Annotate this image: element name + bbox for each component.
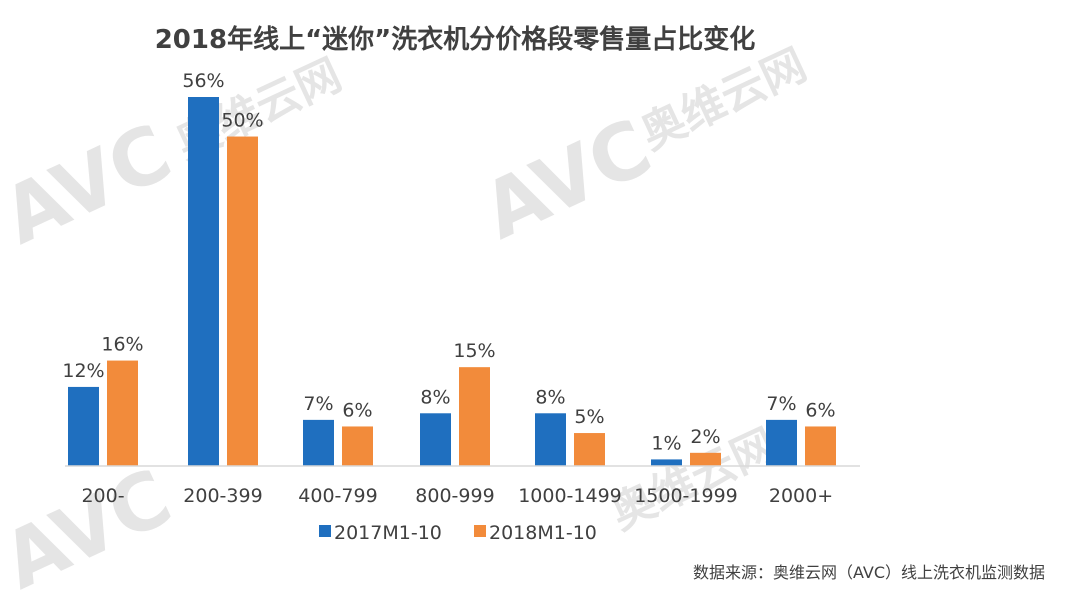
x-tick-200-: 200- [81, 485, 124, 507]
value-label-2017-200-399: 56% [182, 70, 224, 92]
svg-text:AVC: AVC [470, 103, 665, 258]
bar-2017-200- [68, 386, 99, 466]
value-label-2017-2000+: 7% [766, 393, 796, 415]
legend-swatch-2018 [474, 525, 486, 537]
bar-2018-1000-1499 [574, 433, 605, 466]
value-label-2018-800-999: 15% [453, 340, 495, 362]
x-tick-labels: 200- 200-399 400-799 800-999 1000-1499 1500-1… [81, 485, 833, 507]
value-label-2018-200-399: 50% [221, 110, 263, 132]
value-label-2017-200-: 12% [62, 360, 104, 382]
legend: 2017M1-10 2018M1-10 [319, 522, 597, 544]
value-label-2018-200-: 16% [101, 334, 143, 356]
value-labels-group: 12% 16% 56% 50% 7% 6% 8% 15% 8% 5% 1% 2% 7% 6% [62, 70, 835, 454]
bar-2017-200-399 [188, 97, 219, 466]
bar-2017-800-999 [420, 413, 451, 466]
bar-2017-1000-1499 [535, 413, 566, 466]
value-label-2018-400-799: 6% [342, 399, 372, 421]
legend-label-2017: 2017M1-10 [334, 522, 442, 544]
svg-text:AVC: AVC [0, 453, 185, 606]
bar-2018-1500-1999 [690, 452, 721, 466]
bar-2017-400-799 [303, 419, 334, 466]
bar-2017-2000+ [766, 419, 797, 466]
value-label-2018-2000+: 6% [805, 399, 835, 421]
bar-2018-400-799 [342, 426, 373, 466]
value-label-2017-400-799: 7% [303, 393, 333, 415]
legend-swatch-2017 [319, 525, 331, 537]
source-note: 数据来源：奥维云网（AVC）线上洗衣机监测数据 [693, 563, 1045, 582]
svg-text:奥维云网: 奥维云网 [633, 39, 814, 160]
value-label-2017-1000-1499: 8% [535, 386, 565, 408]
x-tick-200-399: 200-399 [183, 485, 262, 507]
svg-text:AVC: AVC [0, 108, 185, 263]
bar-2018-2000+ [805, 426, 836, 466]
value-label-2017-1500-1999: 1% [651, 432, 681, 454]
chart-title: 2018年线上“迷你”洗衣机分价格段零售量占比变化 [155, 24, 756, 55]
bar-2018-200- [107, 360, 138, 466]
value-label-2017-800-999: 8% [420, 386, 450, 408]
value-label-2018-1000-1499: 5% [574, 406, 604, 428]
bars-group [68, 97, 836, 467]
x-tick-1500-1999: 1500-1999 [634, 485, 738, 507]
x-tick-2000+: 2000+ [769, 485, 833, 507]
value-label-2018-1500-1999: 2% [690, 426, 720, 448]
legend-label-2018: 2018M1-10 [489, 522, 597, 544]
watermark: AVC 奥维云网 AVC 奥维云网 AVC 奥维云网 [0, 39, 814, 606]
bar-2017-1500-1999 [651, 459, 682, 466]
x-tick-400-799: 400-799 [298, 485, 377, 507]
x-tick-1000-1499: 1000-1499 [518, 485, 622, 507]
x-tick-800-999: 800-999 [415, 485, 494, 507]
bar-2018-200-399 [227, 136, 258, 467]
bar-2018-800-999 [459, 367, 490, 466]
